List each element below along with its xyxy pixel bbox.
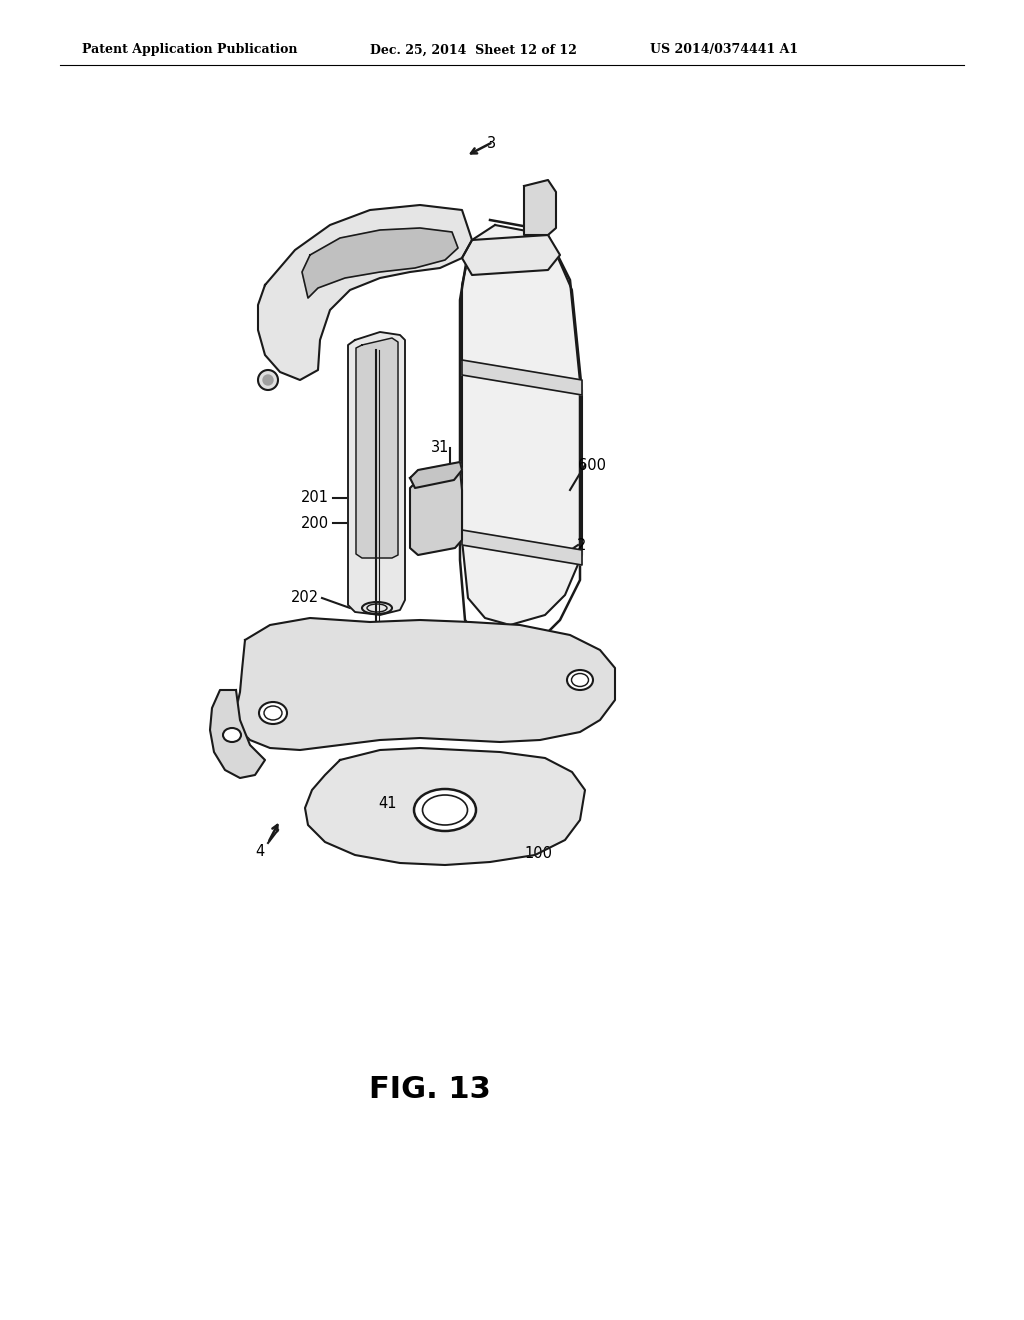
- Text: US 2014/0374441 A1: US 2014/0374441 A1: [650, 44, 798, 57]
- Text: 2: 2: [578, 537, 587, 553]
- Text: 33: 33: [303, 264, 322, 280]
- Polygon shape: [410, 470, 462, 554]
- Polygon shape: [348, 333, 406, 615]
- Polygon shape: [462, 224, 582, 624]
- Ellipse shape: [259, 702, 287, 723]
- Text: FIG. 13: FIG. 13: [369, 1076, 490, 1105]
- Text: 41: 41: [228, 721, 247, 735]
- Text: 4: 4: [255, 845, 264, 859]
- Polygon shape: [462, 531, 582, 565]
- Text: 100: 100: [524, 846, 552, 861]
- Ellipse shape: [567, 671, 593, 690]
- Text: Dec. 25, 2014  Sheet 12 of 12: Dec. 25, 2014 Sheet 12 of 12: [370, 44, 577, 57]
- Polygon shape: [524, 180, 556, 235]
- Text: 201: 201: [301, 491, 329, 506]
- Text: 42: 42: [459, 800, 477, 816]
- Text: 202: 202: [291, 590, 319, 606]
- Text: 41a: 41a: [579, 651, 606, 665]
- Text: 32: 32: [539, 201, 557, 215]
- Polygon shape: [462, 235, 560, 275]
- Text: 21: 21: [411, 520, 429, 536]
- Polygon shape: [356, 338, 398, 558]
- Text: 31: 31: [431, 441, 450, 455]
- Polygon shape: [258, 205, 472, 380]
- Ellipse shape: [223, 729, 241, 742]
- Text: Patent Application Publication: Patent Application Publication: [82, 44, 298, 57]
- Polygon shape: [236, 618, 615, 750]
- Text: 200: 200: [301, 516, 329, 531]
- Polygon shape: [462, 360, 582, 395]
- Text: 3: 3: [487, 136, 497, 150]
- Polygon shape: [302, 228, 458, 298]
- Polygon shape: [305, 748, 585, 865]
- Text: 41: 41: [379, 796, 397, 810]
- Circle shape: [258, 370, 278, 389]
- Polygon shape: [410, 462, 462, 488]
- Text: 600: 600: [578, 458, 606, 473]
- Polygon shape: [210, 690, 265, 777]
- Circle shape: [263, 375, 273, 385]
- Ellipse shape: [414, 789, 476, 832]
